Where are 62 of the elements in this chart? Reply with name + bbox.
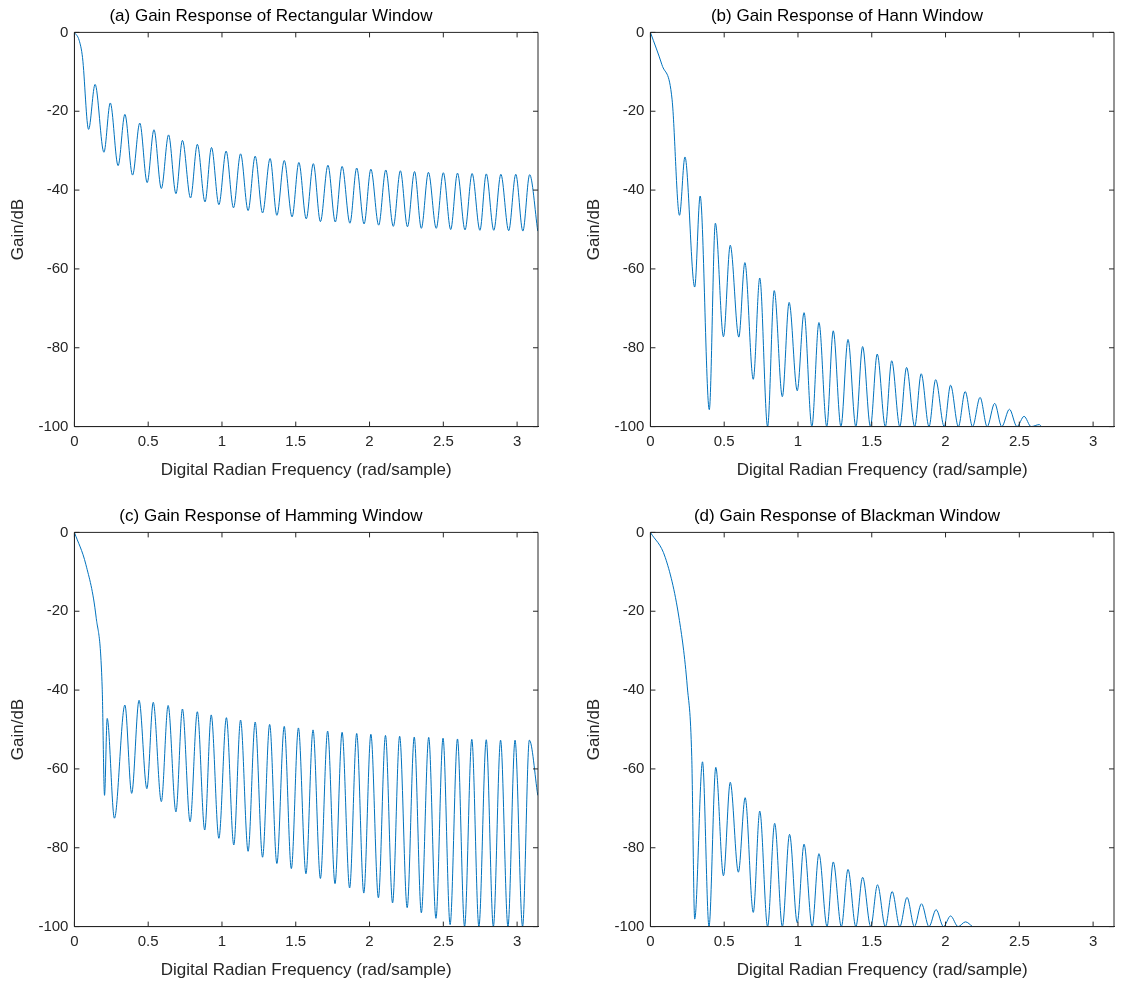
x-tick-label: 2.5	[1008, 931, 1030, 949]
line-series	[74, 532, 538, 927]
chart-title: (b) Gain Response of Hann Window	[710, 5, 984, 25]
x-tick-label: 0.5	[137, 931, 159, 949]
x-tick-label: 3	[512, 431, 522, 449]
y-tick-label: -100	[614, 916, 645, 934]
y-tick-label: -80	[622, 337, 645, 355]
y-tick-label: -40	[622, 180, 645, 198]
x-tick-label: 0.5	[137, 431, 159, 449]
y-tick-label: -80	[46, 837, 69, 855]
x-tick-label: 1.5	[285, 931, 307, 949]
x-axis-title: Digital Radian Frequency (rad/sample)	[160, 460, 452, 480]
x-tick-label: 1.5	[861, 431, 883, 449]
y-tick-label: -60	[46, 759, 69, 777]
y-tick-label: -40	[622, 680, 645, 698]
chart-title: (d) Gain Response of Blackman Window	[693, 505, 1001, 525]
y-tick-label: -60	[622, 259, 645, 277]
y-axis-title: Gain/dB	[583, 198, 603, 261]
x-tick-label: 3	[1088, 431, 1098, 449]
chart-title: (a) Gain Response of Rectangular Window	[109, 5, 434, 25]
x-tick-label: 1	[217, 431, 227, 449]
x-tick-label: 2	[941, 431, 950, 449]
x-tick-label: 2.5	[432, 431, 454, 449]
x-tick-label: 1	[217, 931, 227, 949]
y-tick-label: -20	[622, 601, 645, 619]
y-tick-label: -60	[622, 759, 645, 777]
y-tick-label: -20	[622, 101, 645, 119]
y-tick-label: -60	[46, 259, 69, 277]
y-tick-label: -40	[46, 680, 69, 698]
y-tick-label: -100	[38, 416, 69, 434]
y-axis-title: Gain/dB	[7, 198, 27, 261]
line-series	[74, 32, 538, 232]
x-tick-label: 0.5	[713, 931, 735, 949]
y-tick-label: -20	[46, 601, 69, 619]
y-axis-title: Gain/dB	[583, 698, 603, 761]
x-tick-label: 2	[941, 931, 950, 949]
y-tick-label: -100	[614, 416, 645, 434]
x-tick-label: 2	[365, 431, 374, 449]
x-tick-label: 1	[793, 931, 803, 949]
x-axis-title: Digital Radian Frequency (rad/sample)	[736, 460, 1028, 480]
y-tick-label: -20	[46, 101, 69, 119]
y-tick-label: 0	[60, 522, 69, 540]
x-tick-label: 2.5	[432, 931, 454, 949]
x-tick-label: 0.5	[713, 431, 735, 449]
x-tick-label: 2.5	[1008, 431, 1030, 449]
y-tick-label: 0	[636, 522, 645, 540]
x-axis-title: Digital Radian Frequency (rad/sample)	[160, 960, 452, 980]
y-tick-label: -80	[46, 337, 69, 355]
y-tick-label: 0	[636, 22, 645, 40]
x-tick-label: 1.5	[861, 931, 883, 949]
y-tick-label: -100	[38, 916, 69, 934]
x-tick-label: 2	[365, 931, 374, 949]
x-tick-label: 3	[512, 931, 522, 949]
x-tick-label: 3	[1088, 931, 1098, 949]
y-tick-label: -80	[622, 837, 645, 855]
x-tick-label: 1.5	[285, 431, 307, 449]
y-axis-title: Gain/dB	[7, 698, 27, 761]
chart-title: (c) Gain Response of Hamming Window	[119, 505, 424, 525]
x-tick-label: 1	[793, 431, 803, 449]
y-tick-label: -40	[46, 180, 69, 198]
y-tick-label: 0	[60, 22, 69, 40]
x-axis-title: Digital Radian Frequency (rad/sample)	[736, 960, 1028, 980]
